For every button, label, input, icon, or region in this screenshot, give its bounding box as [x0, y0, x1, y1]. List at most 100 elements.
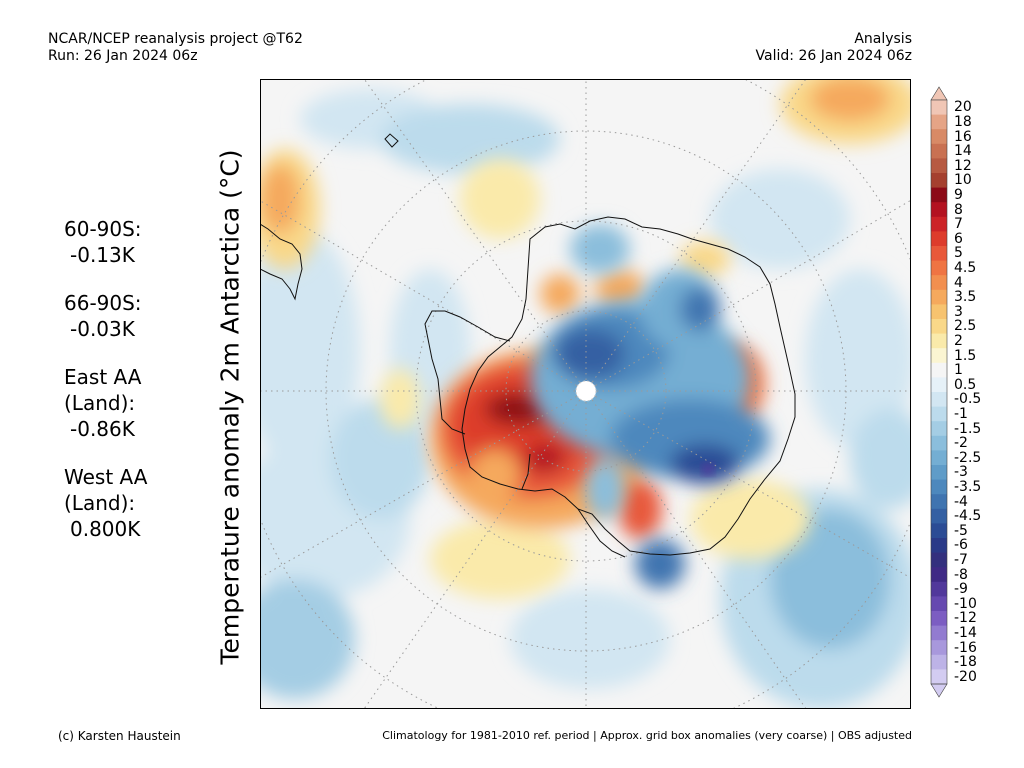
colorbar-tick-label: -14	[954, 624, 977, 641]
colorbar-tick-label: -16	[954, 639, 977, 656]
colorbar-swatch	[931, 435, 947, 451]
colorbar-swatch	[931, 581, 947, 597]
colorbar-swatch	[931, 129, 947, 145]
colorbar-tick-label: 9	[954, 186, 963, 203]
colorbar-swatch	[931, 596, 947, 612]
colorbar-swatch	[931, 508, 947, 524]
colorbar-tick-label: 2	[954, 332, 963, 349]
colorbar-swatch	[931, 114, 947, 130]
colorbar-tick-label: -12	[954, 610, 977, 627]
colorbar-tick-label: -20	[954, 668, 977, 685]
run-time: Run: 26 Jan 2024 06z	[48, 48, 198, 64]
colorbar-swatch	[931, 567, 947, 583]
colorbar-tick-label: -1.5	[954, 420, 982, 437]
analysis-label: Analysis	[854, 31, 912, 47]
stat-label: 60-90S:	[64, 217, 142, 241]
east-antarctica-cold-anomaly	[530, 224, 770, 589]
colorbar-swatch	[931, 289, 947, 305]
colorbar-tick-label: 16	[954, 128, 972, 145]
colorbar-tick-label: 18	[954, 113, 972, 130]
colorbar-tick-label: -18	[954, 654, 977, 671]
colorbar-swatch	[931, 319, 947, 335]
colorbar	[929, 86, 1009, 698]
colorbar-swatch	[931, 173, 947, 189]
colorbar-swatch	[931, 246, 947, 262]
colorbar-tick-label: 0.5	[954, 376, 977, 393]
colorbar-tick-label: -2	[954, 435, 968, 452]
colorbar-tick-label: 3	[954, 303, 963, 320]
stat-west-aa: West AA (Land): 0.800K	[64, 464, 147, 542]
colorbar-swatch	[931, 479, 947, 495]
colorbar-swatch	[931, 552, 947, 568]
colorbar-tick-label: 5	[954, 245, 963, 262]
colorbar-tick-label: 12	[954, 157, 972, 174]
colorbar-swatch	[931, 421, 947, 437]
colorbar-swatch	[931, 187, 947, 203]
stat-value: -0.03K	[70, 317, 135, 341]
colorbar-tick-label: 4.5	[954, 259, 977, 276]
colorbar-swatch	[931, 158, 947, 174]
stat-value: 0.800K	[70, 517, 141, 541]
colorbar-tick-label: -6	[954, 537, 968, 554]
credit: (c) Karsten Haustein	[58, 729, 181, 743]
colorbar-swatch	[931, 450, 947, 466]
colorbar-swatch	[931, 260, 947, 276]
stat-label: West AA (Land):	[64, 465, 148, 515]
regional-stats: 60-90S: -0.13K 66-90S: -0.03K East AA (L…	[64, 216, 147, 564]
map-title-vertical: Temperature anomaly 2m Antarctica (°C)	[215, 149, 245, 665]
colorbar-tick-label: -4	[954, 493, 968, 510]
colorbar-swatch	[931, 304, 947, 320]
colorbar-top-arrow	[930, 86, 948, 101]
colorbar-tick-label: 1.5	[954, 347, 977, 364]
south-america-coastline	[260, 223, 303, 301]
colorbar-tick-label: 10	[954, 172, 972, 189]
antarctic-peninsula-coastline	[424, 310, 511, 435]
ice-shelf-coastline	[521, 453, 531, 490]
south-pole-ring	[575, 380, 597, 402]
colorbar-tick-label: -3.5	[954, 478, 982, 495]
colorbar-swatch	[931, 362, 947, 378]
stat-label: 66-90S:	[64, 291, 142, 315]
colorbar-tick-label: 14	[954, 143, 972, 160]
model-title: NCAR/NCEP reanalysis project @T62	[48, 31, 303, 47]
stat-east-aa: East AA (Land): -0.86K	[64, 364, 147, 442]
stat-66-90s: 66-90S: -0.03K	[64, 290, 147, 342]
footnote: Climatology for 1981-2010 ref. period | …	[382, 729, 912, 742]
colorbar-swatch	[931, 625, 947, 641]
colorbar-tick-label: -2.5	[954, 449, 982, 466]
colorbar-tick-label: 1	[954, 362, 963, 379]
stat-value: -0.13K	[70, 243, 135, 267]
colorbar-swatch	[931, 333, 947, 349]
header-right: Analysis Valid: 26 Jan 2024 06z	[756, 31, 912, 65]
colorbar-swatch	[931, 494, 947, 510]
stat-60-90s: 60-90S: -0.13K	[64, 216, 147, 268]
colorbar-tick-label: 2.5	[954, 318, 977, 335]
warm-ocean-blobs	[260, 79, 911, 599]
colorbar-tick-label: -9	[954, 581, 968, 598]
anomaly-map-svg	[260, 79, 911, 709]
cold-minimum-marker	[702, 463, 714, 475]
colorbar-bottom-arrow	[930, 683, 948, 698]
colorbar-swatch	[931, 348, 947, 364]
stat-label: East AA (Land):	[64, 365, 142, 415]
stat-value: -0.86K	[70, 417, 135, 441]
colorbar-swatch	[931, 465, 947, 481]
antarctica-coastline	[461, 216, 796, 556]
colorbar-svg	[930, 86, 948, 698]
colorbar-tick-label: 7	[954, 216, 963, 233]
colorbar-swatch	[931, 406, 947, 422]
colorbar-swatch	[931, 275, 947, 291]
colorbar-swatch	[931, 523, 947, 539]
colorbar-swatch	[931, 392, 947, 408]
colorbar-swatch	[931, 654, 947, 670]
anomaly-map	[260, 79, 911, 709]
colorbar-tick-label: 20	[954, 99, 972, 116]
ocean-anomaly-blobs	[260, 89, 911, 709]
colorbar-swatch	[931, 377, 947, 393]
colorbar-tick-label: 6	[954, 230, 963, 247]
south-pole-marker	[576, 381, 596, 401]
valid-time: Valid: 26 Jan 2024 06z	[755, 48, 912, 64]
colorbar-tick-label: 4	[954, 274, 963, 291]
colorbar-tick-label: -0.5	[954, 391, 982, 408]
colorbar-tick-label: -4.5	[954, 508, 982, 525]
